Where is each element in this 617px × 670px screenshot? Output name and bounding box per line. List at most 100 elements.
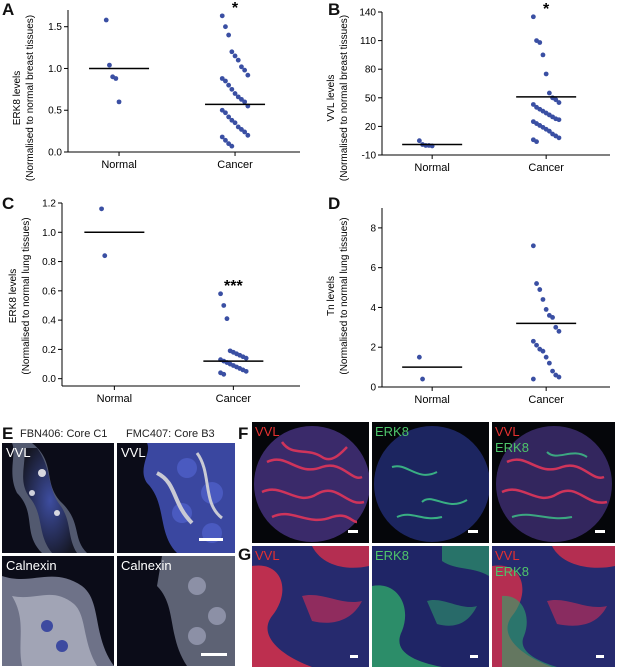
y-tick-label: 0.0 bbox=[42, 374, 56, 385]
x-tick-label-normal: Normal bbox=[414, 394, 449, 406]
data-point bbox=[546, 360, 552, 366]
y-tick-label: 110 bbox=[360, 36, 376, 47]
data-point bbox=[530, 243, 536, 249]
data-point bbox=[420, 376, 425, 382]
y-tick-label: 4 bbox=[370, 303, 376, 314]
tissue-image bbox=[254, 426, 369, 542]
data-point bbox=[546, 90, 552, 96]
y-tick-label: 0.6 bbox=[42, 286, 56, 297]
data-point bbox=[232, 53, 238, 59]
data-point bbox=[534, 342, 539, 348]
y-tick-label: 1.0 bbox=[48, 64, 62, 75]
panel-e-col2-title: FMC407: Core B3 bbox=[126, 428, 215, 440]
chart-c: ERK8 levels (Normalised to normal lung t… bbox=[8, 199, 300, 405]
data-point bbox=[416, 354, 422, 360]
data-point bbox=[543, 307, 549, 312]
chart-c-ylabel-1: ERK8 levels bbox=[8, 269, 19, 323]
data-point bbox=[556, 100, 562, 105]
data-point bbox=[243, 355, 249, 361]
chart-d: Tn levels (Normalised to normal lung tis… bbox=[326, 208, 610, 406]
panel-g-tile-3: VVL ERK8 bbox=[492, 546, 615, 667]
y-tick-label: 1.2 bbox=[42, 199, 56, 210]
x-tick-label-cancer: Cancer bbox=[528, 162, 564, 174]
tile-label: Calnexin bbox=[121, 558, 172, 573]
data-point bbox=[235, 57, 241, 63]
data-point bbox=[540, 52, 546, 58]
data-point bbox=[556, 374, 562, 380]
panel-f-tile-1: VVL bbox=[252, 422, 369, 543]
data-point bbox=[245, 72, 251, 78]
chart-c-ylabel-2: (Normalised to normal lung tissues) bbox=[21, 217, 32, 374]
data-point bbox=[223, 78, 228, 84]
chart-d-plot: 0 2 4 6 8 Normal Cancer bbox=[370, 208, 610, 406]
data-point bbox=[232, 91, 238, 96]
panel-letter-c: C bbox=[2, 194, 15, 213]
data-point bbox=[550, 368, 555, 374]
data-point bbox=[226, 82, 232, 88]
data-point bbox=[102, 253, 108, 259]
data-point bbox=[107, 62, 112, 68]
panel-e-tile-1: VVL bbox=[2, 443, 114, 553]
tile-label-primary: VVL bbox=[495, 424, 520, 439]
data-point bbox=[534, 281, 539, 286]
significance-annotation: * bbox=[232, 0, 239, 17]
panel-letter-d: D bbox=[328, 194, 341, 213]
data-point bbox=[232, 120, 238, 126]
panel-letter-e: E bbox=[2, 424, 14, 443]
x-tick-label-cancer: Cancer bbox=[216, 393, 252, 405]
chart-a: ERK8 levels (Normalised to normal breast… bbox=[12, 0, 300, 181]
data-point bbox=[242, 99, 248, 105]
y-tick-label: 1.5 bbox=[48, 22, 62, 33]
data-point bbox=[543, 354, 549, 360]
data-point bbox=[223, 24, 228, 30]
y-tick-label: 0.5 bbox=[48, 106, 62, 117]
tile-label: Calnexin bbox=[6, 558, 57, 573]
y-tick-label: 0.4 bbox=[42, 316, 56, 327]
y-tick-label: 8 bbox=[370, 223, 376, 234]
panel-e-col1-title: FBN406: Core C1 bbox=[20, 428, 108, 440]
data-point bbox=[553, 324, 559, 330]
data-point bbox=[219, 13, 225, 19]
data-point bbox=[530, 376, 536, 382]
chart-d-ylabel-1: Tn levels bbox=[326, 276, 337, 316]
data-point bbox=[556, 117, 562, 123]
panel-f-tile-3: VVL ERK8 bbox=[492, 422, 615, 543]
tissue-image bbox=[372, 546, 489, 667]
tissue-image bbox=[157, 556, 235, 666]
chart-a-ylabel-1: ERK8 levels bbox=[12, 71, 23, 125]
tissue-image bbox=[143, 443, 235, 553]
y-tick-label: 0.8 bbox=[42, 257, 56, 268]
chart-b-plot: -10 20 50 80 110 140 Normal Cancer * bbox=[359, 1, 610, 174]
panel-e-tile-3: Calnexin bbox=[2, 556, 114, 666]
data-point bbox=[540, 348, 546, 354]
tile-label: VVL bbox=[6, 445, 31, 460]
data-point bbox=[242, 67, 248, 73]
y-tick-label: 140 bbox=[359, 8, 376, 19]
tissue-image bbox=[2, 576, 114, 666]
data-point bbox=[534, 139, 539, 145]
chart-b-ylabel-2: (Normalised to normal breast tissues) bbox=[339, 15, 350, 181]
data-point bbox=[229, 86, 235, 92]
data-point bbox=[537, 40, 543, 45]
data-point bbox=[556, 135, 562, 141]
tissue-image bbox=[496, 426, 612, 542]
data-point bbox=[221, 371, 227, 377]
y-tick-label: 0.2 bbox=[42, 345, 56, 356]
tissue-image bbox=[374, 426, 489, 542]
data-point bbox=[229, 49, 235, 55]
data-point bbox=[218, 291, 223, 297]
panel-letter-g: G bbox=[238, 545, 252, 564]
tile-label-primary: ERK8 bbox=[375, 548, 409, 563]
data-point bbox=[99, 206, 104, 212]
data-point bbox=[239, 64, 244, 70]
chart-a-ylabel-2: (Normalised to normal breast tissues) bbox=[25, 15, 36, 181]
y-tick-label: 0 bbox=[370, 383, 376, 394]
panel-f-tile-2: ERK8 bbox=[372, 422, 489, 543]
data-point bbox=[543, 71, 549, 77]
data-point bbox=[229, 143, 235, 149]
y-tick-label: 0.0 bbox=[48, 148, 62, 159]
panel-e-tile-2: VVL bbox=[117, 443, 235, 553]
tile-label: VVL bbox=[121, 445, 146, 460]
data-point bbox=[226, 114, 232, 120]
data-point bbox=[226, 32, 232, 38]
